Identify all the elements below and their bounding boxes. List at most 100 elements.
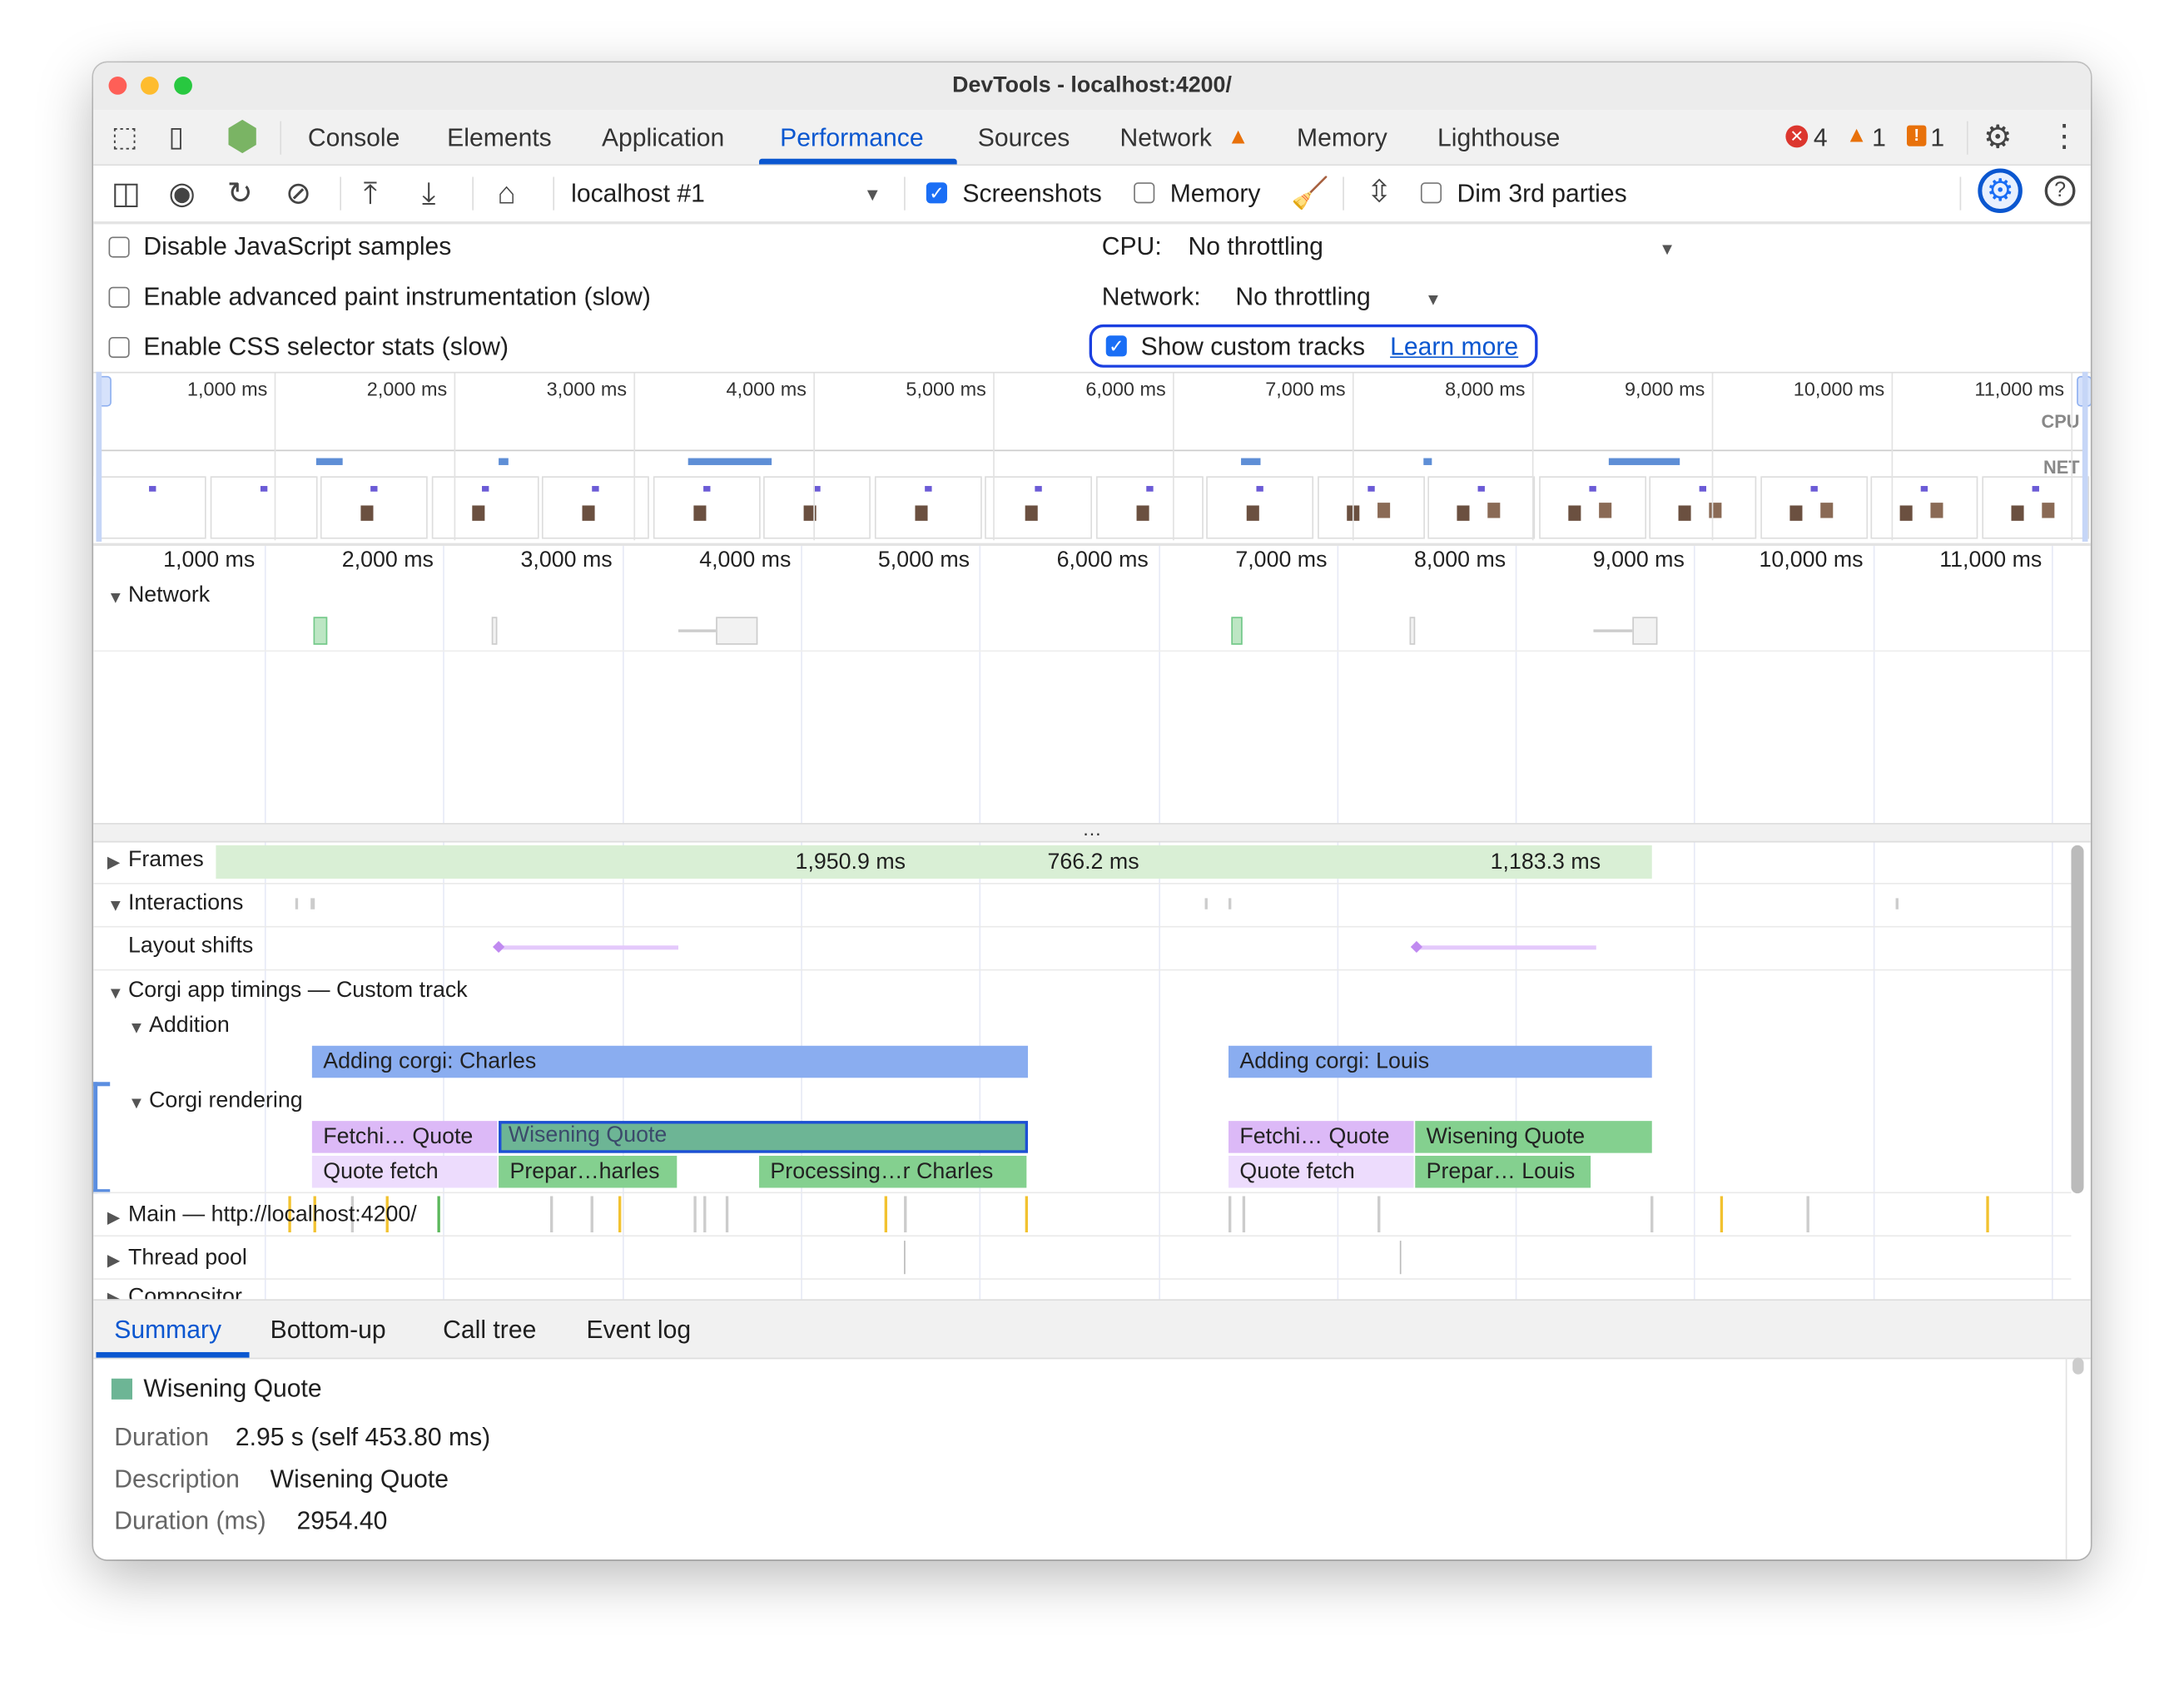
network-request[interactable] (491, 617, 498, 645)
network-throttling-select[interactable]: No throttling (1235, 282, 1371, 311)
screenshot-thumbnail[interactable] (1317, 476, 1425, 539)
screenshot-thumbnail[interactable] (874, 476, 981, 539)
screenshot-thumbnail[interactable] (541, 476, 649, 539)
rendering-event[interactable]: Processing…r Charles (759, 1155, 1027, 1188)
device-toolbar-icon[interactable]: ▯ (168, 122, 184, 154)
clear-icon[interactable]: ⊘ (285, 175, 311, 211)
screenshots-checkbox[interactable]: ✓ (926, 182, 947, 204)
rendering-event[interactable]: Quote fetch (311, 1155, 498, 1188)
record-icon[interactable]: ◉ (168, 175, 196, 211)
compositor-track-label[interactable]: Compositor (127, 1285, 242, 1300)
custom-track-label[interactable]: Corgi app timings — Custom track (127, 979, 468, 1003)
screenshot-thumbnail[interactable] (1760, 476, 1868, 539)
collapse-icon[interactable]: ▼ (127, 1018, 145, 1038)
rendering-event-selected[interactable]: Wisening Quote (499, 1121, 1029, 1153)
screenshot-thumbnail[interactable] (1649, 476, 1757, 539)
screenshot-thumbnail[interactable] (985, 476, 1093, 539)
main-thread-task[interactable] (1025, 1196, 1028, 1233)
main-thread-task[interactable] (884, 1196, 887, 1233)
screenshot-thumbnail[interactable] (1427, 476, 1536, 539)
addition-event[interactable]: Adding corgi: Charles (311, 1045, 1029, 1078)
main-thread-task[interactable] (437, 1196, 439, 1233)
minimize-window-button[interactable] (141, 77, 159, 95)
rendering-event[interactable]: Prepar…harles (499, 1155, 678, 1188)
addition-track-label[interactable]: Addition (149, 1013, 230, 1038)
rendering-event[interactable]: Wisening Quote (1415, 1121, 1652, 1153)
main-thread-task[interactable] (703, 1196, 706, 1233)
main-thread-task[interactable] (350, 1196, 354, 1233)
corgi-rendering-track-label[interactable]: Corgi rendering (149, 1088, 303, 1113)
screenshot-thumbnail[interactable] (209, 476, 317, 539)
screenshot-thumbnail[interactable] (653, 476, 760, 539)
close-window-button[interactable] (108, 77, 127, 95)
layout-shift[interactable] (497, 945, 678, 950)
tab-application[interactable]: Application (601, 123, 725, 152)
chevron-down-icon[interactable]: ▼ (1659, 239, 1676, 260)
warning-count[interactable]: 1 (1872, 123, 1886, 152)
screenshot-thumbnail[interactable] (1095, 476, 1204, 539)
expand-icon[interactable]: ▶ (107, 1250, 121, 1271)
cpu-throttling-select[interactable]: No throttling (1188, 232, 1323, 260)
rendering-event[interactable]: Fetchi… Quote (1228, 1121, 1414, 1153)
collapse-icon[interactable]: ▼ (107, 895, 124, 915)
main-thread-task[interactable] (288, 1196, 290, 1233)
screenshot-thumbnail[interactable] (1870, 476, 1978, 539)
main-thread-track-label[interactable]: Main — http://localhost:4200/ (127, 1202, 417, 1227)
chevron-down-icon[interactable]: ▼ (1424, 290, 1442, 310)
screenshot-thumbnail[interactable] (1538, 476, 1646, 539)
tab-console[interactable]: Console (307, 123, 400, 152)
css-selector-stats-checkbox[interactable] (108, 336, 130, 359)
compress-tracks-icon[interactable]: ⇳ (1366, 174, 1392, 210)
network-collapse-icon[interactable]: ▼ (107, 587, 124, 607)
network-request[interactable] (1632, 617, 1658, 645)
rendering-event[interactable]: Fetchi… Quote (311, 1121, 498, 1153)
issues-count[interactable]: 1 (1930, 123, 1945, 152)
screenshot-thumbnail[interactable] (1206, 476, 1314, 539)
layout-shift[interactable] (1415, 945, 1596, 950)
main-thread-task[interactable] (1986, 1196, 1988, 1233)
resize-divider[interactable]: … (93, 819, 2091, 843)
help-icon[interactable]: ? (2044, 175, 2076, 206)
download-icon[interactable]: ⤓ (422, 175, 436, 211)
main-thread-task[interactable] (1377, 1196, 1380, 1233)
interactions-track-label[interactable]: Interactions (127, 891, 244, 915)
network-request[interactable] (313, 617, 328, 645)
network-request[interactable] (716, 617, 758, 645)
garbage-collect-broom-icon[interactable]: 🧹 (1291, 175, 1330, 211)
advanced-paint-checkbox[interactable] (108, 286, 130, 308)
disable-js-samples-checkbox[interactable] (108, 236, 130, 258)
tab-performance[interactable]: Performance (780, 123, 924, 152)
network-track-label[interactable]: Network (127, 583, 211, 607)
main-thread-task[interactable] (1720, 1196, 1723, 1233)
rendering-event[interactable]: Quote fetch (1228, 1155, 1414, 1188)
settings-gear-icon[interactable]: ⚙ (1983, 118, 2013, 155)
main-thread-task[interactable] (1242, 1196, 1245, 1233)
tab-network[interactable]: Network (1119, 123, 1212, 152)
inspect-element-icon[interactable]: ⬚ (111, 122, 138, 154)
tab-memory[interactable]: Memory (1297, 123, 1387, 152)
main-thread-task[interactable] (385, 1196, 389, 1233)
screenshot-thumbnail[interactable] (98, 476, 206, 539)
warning-count-icon[interactable]: ▲ (1845, 123, 1868, 148)
error-count[interactable]: 4 (1813, 123, 1828, 152)
more-options-icon[interactable]: ⋮ (2048, 118, 2080, 154)
main-thread-task[interactable] (725, 1196, 728, 1233)
summary-scrollbar[interactable] (2072, 1357, 2084, 1375)
frames-track-label[interactable]: Frames (127, 848, 204, 874)
main-thread-task[interactable] (590, 1196, 593, 1233)
main-thread-task[interactable] (618, 1196, 621, 1233)
screenshot-thumbnail[interactable] (1981, 476, 2089, 539)
main-thread-task[interactable] (550, 1196, 553, 1233)
main-thread-task[interactable] (1228, 1196, 1231, 1233)
rendering-event[interactable]: Prepar… Louis (1415, 1155, 1591, 1188)
tracks-scrollbar[interactable] (2071, 845, 2084, 1194)
tab-bottom-up[interactable]: Bottom-up (270, 1316, 386, 1344)
frames-bar[interactable] (216, 845, 1652, 879)
tab-sources[interactable]: Sources (977, 123, 1070, 152)
capture-settings-gear-icon[interactable]: ⚙ (1978, 168, 2023, 214)
reload-record-icon[interactable]: ↻ (226, 175, 253, 211)
screenshot-thumbnail[interactable] (763, 476, 871, 539)
chevron-down-icon[interactable]: ▼ (863, 183, 882, 206)
dim-3rd-parties-checkbox[interactable] (1420, 182, 1442, 204)
learn-more-link[interactable]: Learn more (1390, 332, 1519, 361)
